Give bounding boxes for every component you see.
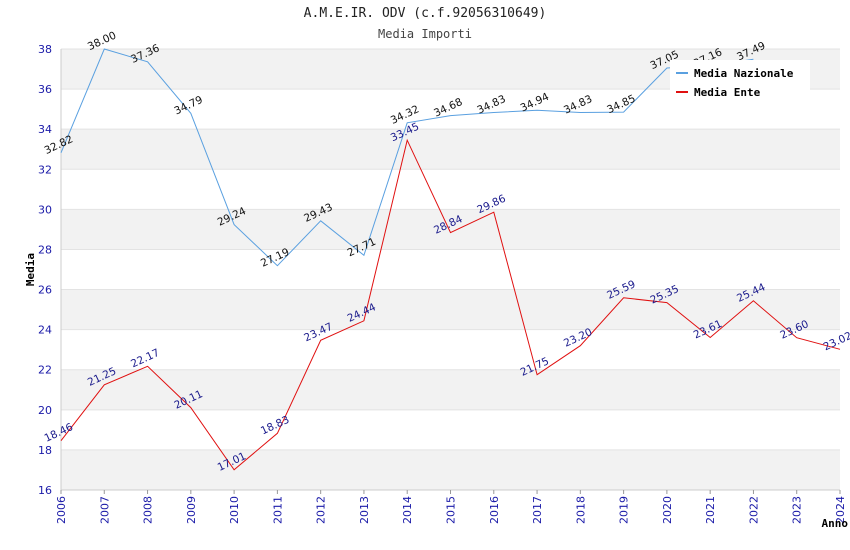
chart-title: A.M.E.IR. ODV (c.f.92056310649) <box>303 6 547 21</box>
x-tick-label: 2008 <box>142 496 155 524</box>
y-tick-label: 18 <box>38 444 52 457</box>
y-tick-label: 26 <box>38 284 52 297</box>
y-axis-title: Media <box>24 253 37 286</box>
x-tick-label: 2017 <box>531 496 544 524</box>
grid-band <box>61 289 840 330</box>
legend-box <box>670 60 810 100</box>
legend: Media Nazionale Media Ente <box>670 60 810 100</box>
y-tick-label: 36 <box>38 83 52 96</box>
x-tick-label: 2012 <box>315 496 328 524</box>
x-tick-label: 2010 <box>228 496 241 524</box>
x-tick-label: 2021 <box>704 496 717 524</box>
grid-band <box>61 369 840 410</box>
series-line-media-ente <box>60 138 841 471</box>
x-axis-title: Anno <box>822 517 849 530</box>
y-tick-label: 20 <box>38 404 52 417</box>
x-tick-label: 2020 <box>661 496 674 524</box>
chart-subtitle: Media Importi <box>378 27 472 41</box>
y-tick-label: 16 <box>38 484 52 497</box>
legend-label: Media Ente <box>694 86 761 99</box>
y-tick-label: 22 <box>38 364 52 377</box>
y-tick-label: 34 <box>38 123 52 136</box>
plot-area <box>61 49 840 490</box>
x-tick-label: 2007 <box>98 496 111 524</box>
grid-band <box>61 209 840 250</box>
legend-label: Media Nazionale <box>694 67 794 80</box>
x-tick-label: 2011 <box>271 496 284 524</box>
series-line-media-nazionale <box>60 48 754 267</box>
x-tick-label: 2014 <box>401 496 414 524</box>
y-tick-label: 28 <box>38 243 52 256</box>
y-tick-label: 32 <box>38 163 52 176</box>
x-tick-label: 2009 <box>185 496 198 524</box>
x-tick-label: 2015 <box>445 496 458 524</box>
y-tick-label: 24 <box>38 324 52 337</box>
y-tick-label: 30 <box>38 203 52 216</box>
grid-band <box>61 449 840 490</box>
x-tick-label: 2023 <box>791 496 804 524</box>
x-tick-label: 2024 <box>834 496 847 524</box>
x-tick-label: 2022 <box>747 496 760 524</box>
x-tick-label: 2013 <box>358 496 371 524</box>
y-tick-label: 38 <box>38 43 52 56</box>
x-tick-label: 2019 <box>618 496 631 524</box>
grid-band <box>61 129 840 170</box>
x-tick-label: 2006 <box>55 496 68 524</box>
x-tick-label: 2016 <box>488 496 501 524</box>
x-tick-label: 2018 <box>574 496 587 524</box>
